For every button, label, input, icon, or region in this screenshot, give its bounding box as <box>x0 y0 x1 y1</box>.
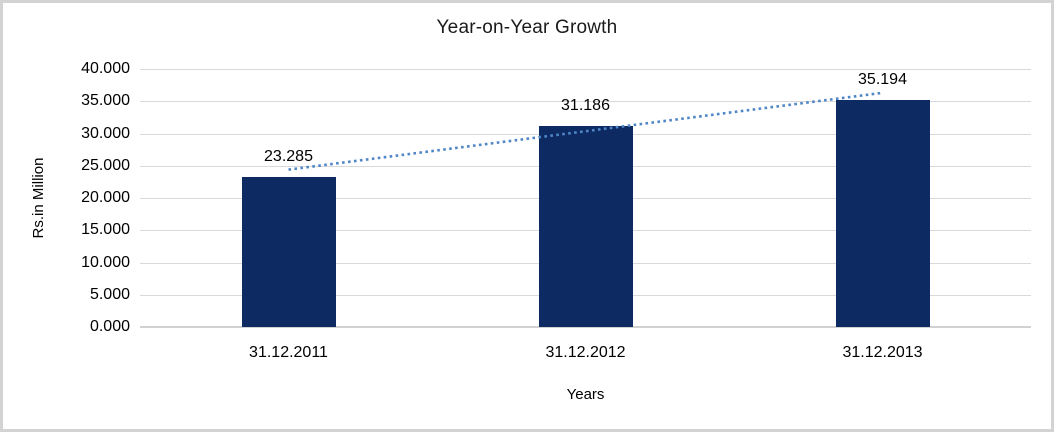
x-tick-label: 31.12.2013 <box>842 344 923 361</box>
y-tick-label: 5.000 <box>89 285 130 303</box>
y-tick-label: 35.000 <box>81 92 130 110</box>
y-tick-label: 20.000 <box>81 189 130 206</box>
x-axis-title: Years <box>566 386 605 403</box>
y-tick-label: 25.000 <box>81 156 130 174</box>
gridline <box>140 69 1031 70</box>
bar-value-label: 35.194 <box>858 70 907 88</box>
x-tick-label: 31.12.2012 <box>545 344 626 361</box>
bar-value-label: 31.186 <box>561 96 610 114</box>
x-axis-line <box>140 326 1031 328</box>
y-tick-label: 15.000 <box>81 221 130 239</box>
y-tick-label: 30.000 <box>81 124 130 142</box>
bar-31.12.2011 <box>241 176 336 327</box>
y-tick-label: 40.000 <box>81 60 130 77</box>
x-tick-label: 31.12.2011 <box>249 344 328 361</box>
bar-value-label: 23.285 <box>264 147 313 165</box>
bar-31.12.2012 <box>538 125 633 327</box>
y-tick-label: 0.000 <box>89 318 130 335</box>
chart-title: Year-on-Year Growth <box>436 17 618 38</box>
bar-31.12.2013 <box>835 99 930 327</box>
y-tick-label: 10.000 <box>81 253 130 271</box>
